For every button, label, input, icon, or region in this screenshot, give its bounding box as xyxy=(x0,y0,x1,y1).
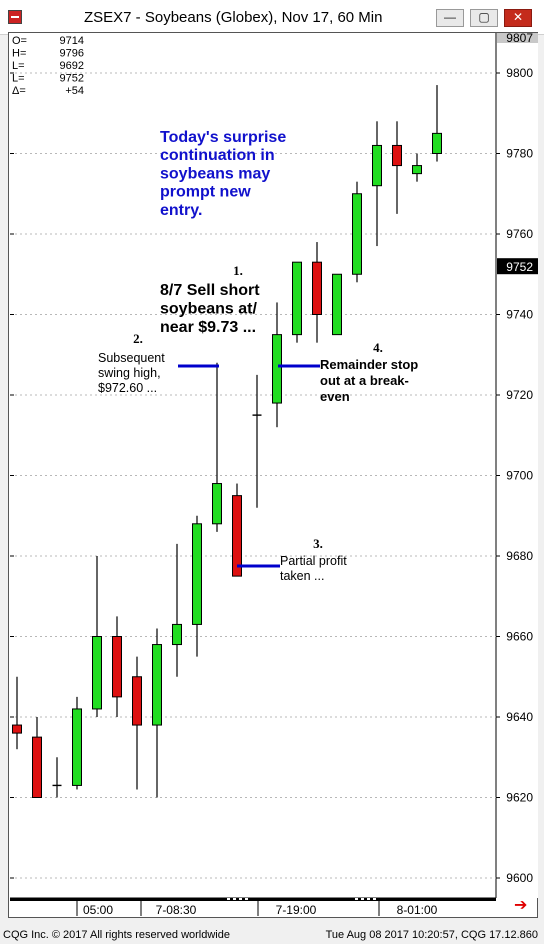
candle-body xyxy=(32,736,42,798)
y-tick-label: 9800 xyxy=(506,66,533,80)
y-tick-label: 9720 xyxy=(506,388,533,402)
window-title: ZSEX7 - Soybeans (Globex), Nov 17, 60 Mi… xyxy=(84,9,383,26)
status-bar: CQG Inc. © 2017 All rights reserved worl… xyxy=(0,924,544,944)
candle-body xyxy=(232,495,242,577)
ohlc-value: 9692 xyxy=(60,60,84,72)
annotation-number: 2. xyxy=(133,331,143,346)
annotation-number: 1. xyxy=(233,263,243,278)
ohlc-value: 9796 xyxy=(60,48,84,60)
headline-annotation: prompt new xyxy=(160,184,251,201)
break-even-note: Remainder stop xyxy=(320,357,418,372)
x-tick-label: 7-08:30 xyxy=(156,903,197,917)
partial-profit-note: Partial profit xyxy=(280,554,347,568)
candle-body xyxy=(12,724,22,734)
x-tick-label: 05:00 xyxy=(83,903,113,917)
annotation-number: 4. xyxy=(373,340,383,355)
y-tick-label: 9660 xyxy=(506,630,533,644)
headline-annotation: continuation in xyxy=(160,147,275,164)
y-tick-label: 9740 xyxy=(506,308,533,322)
time-axis-band xyxy=(10,898,496,901)
candle-body xyxy=(92,636,102,710)
y-top-label: 9807 xyxy=(506,31,533,45)
swing-high-note: Subsequent xyxy=(98,351,165,365)
ohlc-value: 9752 xyxy=(60,73,84,85)
sell-short-note: near $9.73 ... xyxy=(160,319,256,336)
candle-body xyxy=(352,193,362,275)
swing-high-note: $972.60 ... xyxy=(98,381,157,395)
candle-body xyxy=(372,144,382,187)
headline-annotation: entry. xyxy=(160,202,202,219)
candle-body xyxy=(72,708,82,786)
ohlc-label: L= xyxy=(12,73,25,85)
candle-body xyxy=(432,132,442,154)
title-bar: ZSEX7 - Soybeans (Globex), Nov 17, 60 Mi… xyxy=(0,0,544,35)
y-tick-label: 9760 xyxy=(506,227,533,241)
candle-body xyxy=(172,623,182,646)
annotation-number: 3. xyxy=(313,536,323,551)
price-axis-panel xyxy=(496,33,538,898)
minimize-button[interactable]: — xyxy=(436,9,464,27)
top-price-box xyxy=(497,33,538,43)
sell-short-note: 8/7 Sell short xyxy=(160,282,260,299)
y-tick-label: 9640 xyxy=(506,710,533,724)
partial-profit-note: taken ... xyxy=(280,569,324,583)
swing-high-note: swing high, xyxy=(98,366,161,380)
candle-body xyxy=(332,273,342,336)
x-tick-label: 8-01:00 xyxy=(397,903,438,917)
ohlc-label: L= xyxy=(12,60,25,72)
y-tick-label: 9620 xyxy=(506,791,533,805)
candle-body xyxy=(152,644,162,726)
timestamp-text: Tue Aug 08 2017 10:20:57, CQG 17.12.860 xyxy=(325,929,538,941)
last-price-box xyxy=(497,258,538,275)
headline-annotation: Today's surprise xyxy=(160,129,286,146)
candle-body xyxy=(112,636,122,698)
ohlc-value: +54 xyxy=(65,85,84,97)
sell-short-note: soybeans at/ xyxy=(160,301,257,318)
last-price-label: 9752 xyxy=(506,260,533,274)
right-arrow-icon[interactable]: ➔ xyxy=(514,897,528,914)
break-even-note: even xyxy=(320,389,350,404)
y-tick-label: 9680 xyxy=(506,549,533,563)
ohlc-label: O= xyxy=(12,35,27,47)
candle-body xyxy=(412,165,422,175)
y-tick-label: 9600 xyxy=(506,871,533,885)
headline-annotation: soybeans may xyxy=(160,165,270,182)
maximize-button[interactable]: ▢ xyxy=(470,9,498,27)
candle-body xyxy=(312,261,322,315)
ohlc-label: H= xyxy=(12,48,26,60)
break-even-note: out at a break- xyxy=(320,373,409,388)
candle-body xyxy=(272,334,282,404)
x-tick-label: 7-19:00 xyxy=(276,903,317,917)
close-button[interactable]: ✕ xyxy=(504,9,532,27)
candle-body xyxy=(132,676,142,726)
copyright-text: CQG Inc. © 2017 All rights reserved worl… xyxy=(3,929,230,941)
cqg-app-icon[interactable] xyxy=(8,10,22,24)
ohlc-value: 9714 xyxy=(60,35,84,47)
y-tick-label: 9780 xyxy=(506,147,533,161)
y-tick-label: 9700 xyxy=(506,469,533,483)
candle-body xyxy=(292,261,302,336)
ohlc-label: Δ= xyxy=(12,85,26,97)
candle-body xyxy=(192,523,202,625)
candle-body xyxy=(392,144,402,167)
candle-body xyxy=(212,483,222,525)
